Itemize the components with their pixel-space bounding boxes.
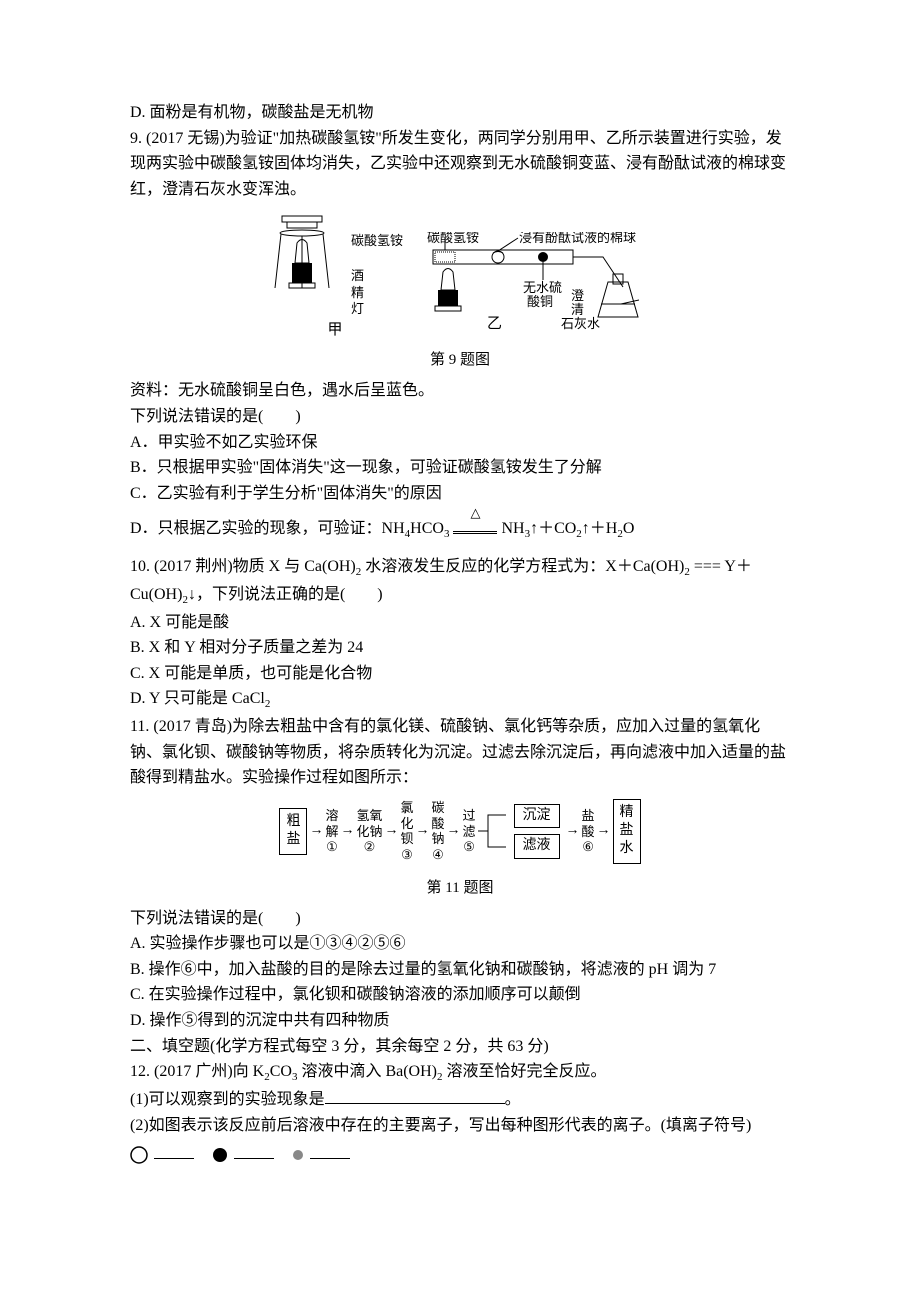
q10-option-b: B. X 和 Y 相对分子质量之差为 24 xyxy=(130,635,790,661)
q12-part1: (1)可以观察到的实验现象是 。 xyxy=(130,1087,790,1113)
q9-left-name: 甲 xyxy=(327,318,342,342)
q10-option-c: C. X 可能是单质，也可能是化合物 xyxy=(130,661,790,687)
q11-option-a: A. 实验操作步骤也可以是①③④②⑤⑥ xyxy=(130,931,790,957)
q10-option-a: A. X 可能是酸 xyxy=(130,610,790,636)
q10-s4: ↓，下列说法正确的是( ) xyxy=(188,586,383,603)
q12-s1: 12. (2017 广州)向 K xyxy=(130,1063,264,1080)
flow-arrow-icon: → xyxy=(445,820,463,842)
large-open-circle-icon xyxy=(130,1146,148,1164)
fill-blank-3[interactable] xyxy=(310,1158,350,1159)
q12-stem: 12. (2017 广州)向 K2CO3 溶液中滴入 Ba(OH)2 溶液至恰好… xyxy=(130,1059,790,1087)
svg-text:无水硫: 无水硫 xyxy=(523,280,562,295)
q9-left-lamp-label-3: 灯 xyxy=(351,301,403,318)
q9-apparatus-right: 碳酸氢铵 浸有酚酞试液的棉球 无水硫 酸铜 澄 清 石灰水 乙 xyxy=(423,232,653,342)
q10-d1: D. Y 只可能是 CaCl xyxy=(130,690,265,707)
q10-s1: 10. (2017 荆州)物质 X 与 Ca(OH) xyxy=(130,558,356,575)
q9-d-last: O xyxy=(623,520,635,537)
step-num-6: ⑥ xyxy=(582,839,594,855)
q11-option-c: C. 在实验操作过程中，氯化钡和碳酸钠溶液的添加顺序可以颠倒 xyxy=(130,982,790,1008)
flow-start: 粗盐 xyxy=(279,808,307,854)
branch-top: 沉淀 xyxy=(514,804,560,828)
flow-step-2: 氢氧化钠 ② xyxy=(356,808,382,855)
q9-option-a: A．甲实验不如乙实验环保 xyxy=(130,430,790,456)
flow-arrow-icon: → xyxy=(382,820,400,842)
q12-s3: 溶液中滴入 Ba(OH) xyxy=(297,1063,437,1080)
q12-part2: (2)如图表示该反应前后溶液中存在的主要离子，写出每种图形代表的离子。(填离子符… xyxy=(130,1113,790,1139)
svg-text:清: 清 xyxy=(571,302,584,317)
tube-apparatus-icon: 碳酸氢铵 浸有酚酞试液的棉球 无水硫 酸铜 澄 清 石灰水 乙 xyxy=(423,232,653,342)
step-num-3: ③ xyxy=(401,847,413,863)
flow-step-5: 过滤 ⑤ xyxy=(463,808,476,855)
svg-text:酸铜: 酸铜 xyxy=(527,294,553,309)
q9-d-prefix: D．只根据乙实验的现象，可验证：NH xyxy=(130,520,405,537)
tripod-burner-icon xyxy=(267,208,347,318)
q9-d-suffix: NH xyxy=(501,520,524,537)
reaction-arrow: △ xyxy=(453,517,497,543)
q9-right-name-svg: 乙 xyxy=(487,316,502,332)
q11-question: 下列说法错误的是( ) xyxy=(130,906,790,932)
flow-arrow-icon: → xyxy=(338,820,356,842)
section-2-heading: 二、填空题(化学方程式每空 3 分，其余每空 2 分，共 63 分) xyxy=(130,1034,790,1060)
q9-option-d: D．只根据乙实验的现象，可验证：NH4HCO3 △ NH3↑＋CO2↑＋H2O xyxy=(130,516,790,544)
q11-flowchart: 粗盐 → 溶解 ① → 氢氧化钠 ② → 氯化钡 ③ → 碳酸钠 ④ → 过滤 … xyxy=(130,799,790,864)
q9-left-substance-label: 碳酸氢铵 xyxy=(351,233,403,250)
branch-bracket-icon xyxy=(476,803,510,859)
q9-figure: 碳酸氢铵 酒 精 灯 甲 xyxy=(130,208,790,342)
q11-option-d: D. 操作⑤得到的沉淀中共有四种物质 xyxy=(130,1008,790,1034)
flow-arrow-icon: → xyxy=(307,820,325,842)
fill-blank[interactable] xyxy=(325,1103,505,1104)
q9-d-f1: HCO xyxy=(410,520,444,537)
q9-stem: 9. (2017 无锡)为验证"加热碳酸氢铵"所发生变化，两同学分别用甲、乙所示… xyxy=(130,126,790,203)
q9-info: 资料：无水硫酸铜呈白色，遇水后呈蓝色。 xyxy=(130,378,790,404)
q9-d-tail: ↑＋CO xyxy=(530,520,576,537)
step-num-1: ① xyxy=(326,839,338,855)
q9-option-b: B．只根据甲实验"固体消失"这一现象，可验证碳酸氢铵发生了分解 xyxy=(130,455,790,481)
small-grey-circle-icon xyxy=(292,1149,304,1161)
flow-arrow-icon: → xyxy=(564,820,582,842)
step-num-2: ② xyxy=(364,839,376,855)
flow-arrow-icon: → xyxy=(595,820,613,842)
flow-step-3: 氯化钡 ③ xyxy=(400,800,413,862)
q10-stem: 10. (2017 荆州)物质 X 与 Ca(OH)2 水溶液发生反应的化学方程… xyxy=(130,554,790,610)
q12-s4: 溶液至恰好完全反应。 xyxy=(443,1063,607,1080)
svg-text:澄: 澄 xyxy=(571,288,584,303)
fill-blank-2[interactable] xyxy=(234,1158,274,1159)
arrow-condition: △ xyxy=(453,503,497,524)
q9-d-end: ↑＋H xyxy=(582,520,618,537)
q9-right-substance-svg: 碳酸氢铵 xyxy=(427,232,479,245)
q11-option-b: B. 操作⑥中，加入盐酸的目的是除去过量的氢氧化钠和碳酸钠，将滤液的 pH 调为… xyxy=(130,957,790,983)
q12-symbols-row xyxy=(130,1142,790,1168)
filled-circle-icon xyxy=(212,1147,228,1163)
q9-left-lamp-label-2: 精 xyxy=(351,285,403,302)
q11-stem: 11. (2017 青岛)为除去粗盐中含有的氯化镁、硫酸钠、氯化钙等杂质，应加入… xyxy=(130,714,790,791)
q8-option-d: D. 面粉是有机物，碳酸盐是无机物 xyxy=(130,100,790,126)
q11-caption: 第 11 题图 xyxy=(130,876,790,900)
flow-step-4: 碳酸钠 ④ xyxy=(432,800,445,862)
q12-p1-end: 。 xyxy=(505,1091,521,1108)
q10-s2: 水溶液发生反应的化学方程式为：X＋Ca(OH) xyxy=(361,558,684,575)
flow-branch: 沉淀 滤液 xyxy=(514,804,560,858)
q10-option-d: D. Y 只可能是 CaCl2 xyxy=(130,686,790,714)
q9-caption: 第 9 题图 xyxy=(130,348,790,372)
q9-question: 下列说法错误的是( ) xyxy=(130,404,790,430)
flow-end: 精盐水 xyxy=(613,799,641,864)
q9-left-lamp-label-1: 酒 xyxy=(351,268,403,285)
step-num-4: ④ xyxy=(432,847,444,863)
q12-s2: CO xyxy=(270,1063,292,1080)
q9-apparatus-left: 碳酸氢铵 酒 精 灯 甲 xyxy=(267,208,403,342)
flow-step-1: 溶解 ① xyxy=(325,808,338,855)
flow-arrow-icon: → xyxy=(414,820,432,842)
q12-p1-text: (1)可以观察到的实验现象是 xyxy=(130,1091,325,1108)
fill-blank-1[interactable] xyxy=(154,1158,194,1159)
branch-bottom: 滤液 xyxy=(514,834,560,858)
svg-text:石灰水: 石灰水 xyxy=(561,316,600,331)
flow-step-6: 盐酸 ⑥ xyxy=(582,808,595,855)
q9-right-cotton-svg: 浸有酚酞试液的棉球 xyxy=(519,232,636,245)
q10-d-sub: 2 xyxy=(265,699,271,711)
step-num-5: ⑤ xyxy=(463,839,475,855)
